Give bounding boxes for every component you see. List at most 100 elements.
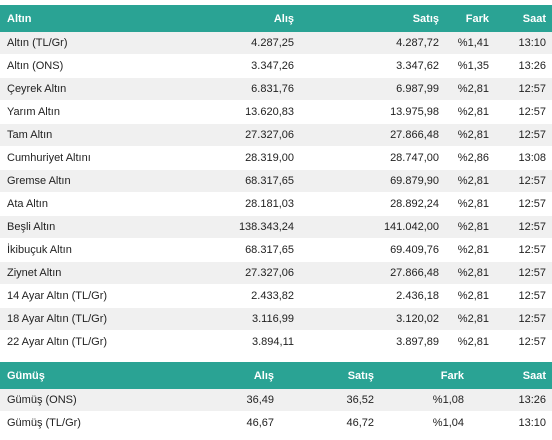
- row-fark: %1,41: [445, 32, 495, 55]
- row-satis: 36,52: [280, 389, 380, 412]
- gold-table-header: Altın Alış Satış Fark Saat: [0, 5, 552, 32]
- row-fark: %2,81: [445, 123, 495, 147]
- table-row[interactable]: Beşli Altın 138.343,24 141.042,00 %2,81 12:5…: [0, 215, 552, 239]
- row-alis: 3.347,26: [150, 54, 300, 78]
- row-satis: 27.866,48: [300, 123, 445, 147]
- row-fark: %2,81: [445, 284, 495, 308]
- row-saat: 12:57: [495, 77, 552, 101]
- table-row[interactable]: Gümüş (ONS) 36,49 36,52 %1,08 13:26: [0, 389, 552, 412]
- row-saat: 13:26: [470, 389, 552, 412]
- row-alis: 6.831,76: [150, 77, 300, 101]
- row-saat: 12:57: [495, 123, 552, 147]
- row-fark: %2,81: [445, 330, 495, 354]
- header-alis[interactable]: Alış: [150, 362, 280, 389]
- row-saat: 12:57: [495, 215, 552, 239]
- row-saat: 12:57: [495, 307, 552, 331]
- row-fark: %2,81: [445, 261, 495, 285]
- table-row[interactable]: İkibuçuk Altın 68.317,65 69.409,76 %2,81 12:…: [0, 238, 552, 262]
- row-saat: 12:57: [495, 261, 552, 285]
- row-fark: %2,81: [445, 77, 495, 101]
- row-satis: 69.879,90: [300, 169, 445, 193]
- row-saat: 13:10: [470, 411, 552, 435]
- header-saat[interactable]: Saat: [470, 362, 552, 389]
- row-alis: 2.433,82: [150, 284, 300, 308]
- header-satis[interactable]: Satış: [300, 5, 445, 32]
- row-name: 22 Ayar Altın (TL/Gr): [0, 330, 150, 354]
- row-alis: 4.287,25: [150, 32, 300, 55]
- row-satis: 28.892,24: [300, 192, 445, 216]
- row-satis: 2.436,18: [300, 284, 445, 308]
- row-fark: %2,81: [445, 192, 495, 216]
- row-name: Beşli Altın: [0, 215, 150, 239]
- row-alis: 28.181,03: [150, 192, 300, 216]
- row-name: Gremse Altın: [0, 169, 150, 193]
- table-row[interactable]: Gremse Altın 68.317,65 69.879,90 %2,81 12:57: [0, 169, 552, 193]
- row-saat: 12:57: [495, 100, 552, 124]
- row-satis: 3.120,02: [300, 307, 445, 331]
- row-satis: 13.975,98: [300, 100, 445, 124]
- row-fark: %2,81: [445, 238, 495, 262]
- row-satis: 69.409,76: [300, 238, 445, 262]
- table-row[interactable]: 18 Ayar Altın (TL/Gr) 3.116,99 3.120,02 %2,…: [0, 307, 552, 331]
- row-satis: 4.287,72: [300, 32, 445, 55]
- header-alis[interactable]: Alış: [150, 5, 300, 32]
- silver-price-table: Gümüş Alış Satış Fark Saat Gümüş (ONS) 36…: [0, 362, 552, 435]
- row-alis: 3.116,99: [150, 307, 300, 331]
- table-row[interactable]: Cumhuriyet Altını 28.319,00 28.747,00 %2,86…: [0, 146, 552, 170]
- row-name: Ata Altın: [0, 192, 150, 216]
- table-row[interactable]: Altın (TL/Gr) 4.287,25 4.287,72 %1,41 13:10: [0, 32, 552, 55]
- row-name: Cumhuriyet Altını: [0, 146, 150, 170]
- row-fark: %2,81: [445, 215, 495, 239]
- row-fark: %2,86: [445, 146, 495, 170]
- row-alis: 13.620,83: [150, 100, 300, 124]
- row-alis: 138.343,24: [150, 215, 300, 239]
- row-satis: 141.042,00: [300, 215, 445, 239]
- row-saat: 13:26: [495, 54, 552, 78]
- table-row[interactable]: Gümüş (TL/Gr) 46,67 46,72 %1,04 13:10: [0, 411, 552, 435]
- row-alis: 46,67: [150, 411, 280, 435]
- row-fark: %2,81: [445, 307, 495, 331]
- row-satis: 28.747,00: [300, 146, 445, 170]
- row-fark: %1,04: [380, 411, 470, 435]
- row-name: İkibuçuk Altın: [0, 238, 150, 262]
- row-satis: 3.347,62: [300, 54, 445, 78]
- table-row[interactable]: 22 Ayar Altın (TL/Gr) 3.894,11 3.897,89 %2,…: [0, 330, 552, 354]
- row-name: Yarım Altın: [0, 100, 150, 124]
- row-name: Ziynet Altın: [0, 261, 150, 285]
- table-row[interactable]: Ziynet Altın 27.327,06 27.866,48 %2,81 12:57: [0, 261, 552, 285]
- row-saat: 12:57: [495, 192, 552, 216]
- row-saat: 12:57: [495, 238, 552, 262]
- row-name: Altın (TL/Gr): [0, 32, 150, 55]
- row-satis: 27.866,48: [300, 261, 445, 285]
- row-alis: 68.317,65: [150, 169, 300, 193]
- header-name[interactable]: Altın: [0, 5, 150, 32]
- header-name[interactable]: Gümüş: [0, 362, 150, 389]
- row-saat: 12:57: [495, 330, 552, 354]
- row-name: 14 Ayar Altın (TL/Gr): [0, 284, 150, 308]
- row-name: 18 Ayar Altın (TL/Gr): [0, 307, 150, 331]
- row-saat: 13:10: [495, 32, 552, 55]
- row-name: Altın (ONS): [0, 54, 150, 78]
- table-row[interactable]: Ata Altın 28.181,03 28.892,24 %2,81 12:57: [0, 192, 552, 216]
- table-row[interactable]: Altın (ONS) 3.347,26 3.347,62 %1,35 13:26: [0, 54, 552, 78]
- row-alis: 27.327,06: [150, 261, 300, 285]
- header-satis[interactable]: Satış: [280, 362, 380, 389]
- row-fark: %1,08: [380, 389, 470, 412]
- row-fark: %2,81: [445, 169, 495, 193]
- row-satis: 46,72: [280, 411, 380, 435]
- row-saat: 12:57: [495, 284, 552, 308]
- row-alis: 28.319,00: [150, 146, 300, 170]
- table-row[interactable]: Yarım Altın 13.620,83 13.975,98 %2,81 12:57: [0, 100, 552, 124]
- header-fark[interactable]: Fark: [380, 362, 470, 389]
- table-row[interactable]: Tam Altın 27.327,06 27.866,48 %2,81 12:57: [0, 123, 552, 147]
- silver-table-header: Gümüş Alış Satış Fark Saat: [0, 362, 552, 389]
- row-alis: 36,49: [150, 389, 280, 412]
- header-fark[interactable]: Fark: [445, 5, 495, 32]
- row-fark: %2,81: [445, 100, 495, 124]
- table-row[interactable]: Çeyrek Altın 6.831,76 6.987,99 %2,81 12:57: [0, 77, 552, 101]
- header-saat[interactable]: Saat: [495, 5, 552, 32]
- row-satis: 3.897,89: [300, 330, 445, 354]
- row-name: Gümüş (TL/Gr): [0, 411, 150, 435]
- row-saat: 13:08: [495, 146, 552, 170]
- table-row[interactable]: 14 Ayar Altın (TL/Gr) 2.433,82 2.436,18 %2,…: [0, 284, 552, 308]
